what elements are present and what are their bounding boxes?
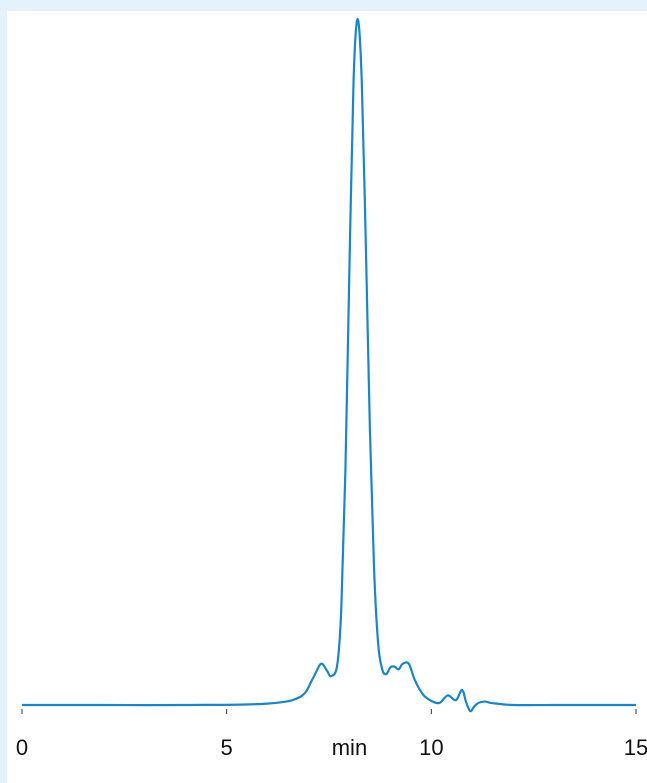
series-layer — [21, 17, 636, 713]
chromatogram-chart: 0 5 10 15 min — [16, 17, 647, 760]
x-tick-label: 15 — [624, 735, 647, 760]
x-tick-label: 5 — [221, 735, 233, 760]
series-line — [21, 17, 636, 713]
x-tick-label: 10 — [419, 735, 443, 760]
x-tick-label: 0 — [16, 735, 28, 760]
chart-panel: 0 5 10 15 min — [7, 11, 647, 783]
x-axis-ticks — [21, 709, 637, 714]
x-axis-tick-labels: 0 5 10 15 — [16, 735, 647, 760]
x-axis-unit-label: min — [332, 735, 367, 760]
